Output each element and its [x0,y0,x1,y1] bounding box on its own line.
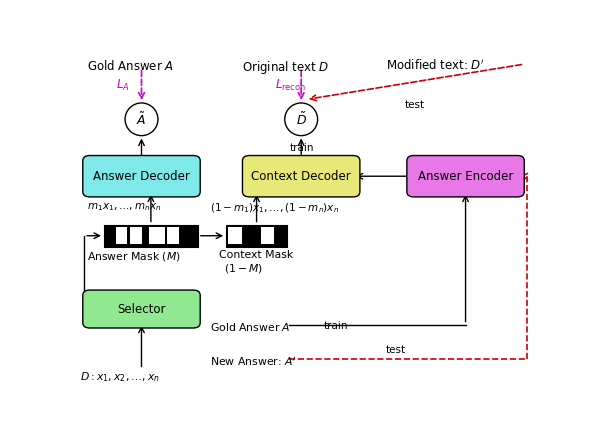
Text: Original text $D$: Original text $D$ [242,59,330,76]
Bar [167,227,179,244]
Text: Gold Answer $A$: Gold Answer $A$ [87,59,175,73]
Bar [148,227,165,244]
Bar [226,224,287,247]
Text: $L_{\mathrm{recon}}$: $L_{\mathrm{recon}}$ [275,78,307,93]
Text: Answer Decoder: Answer Decoder [93,170,190,183]
FancyBboxPatch shape [407,155,524,197]
Text: train: train [324,321,348,331]
Text: $(1 - M)$: $(1 - M)$ [224,263,263,276]
FancyBboxPatch shape [83,290,200,328]
Text: $m_1 x_1, \ldots, m_n x_n$: $m_1 x_1, \ldots, m_n x_n$ [87,202,162,213]
Text: Modified text: $D'$: Modified text: $D'$ [385,59,485,73]
Bar [116,227,127,244]
Text: train: train [290,143,314,154]
Bar [130,227,142,244]
Text: test: test [385,345,406,355]
Text: $D: x_1, x_2, \ldots, x_n$: $D: x_1, x_2, \ldots, x_n$ [81,370,160,384]
Text: Context Mask: Context Mask [219,250,293,260]
Text: Answer Encoder: Answer Encoder [418,170,513,183]
Bar [228,227,242,244]
Text: test: test [404,100,425,110]
Text: New Answer: $A'$: New Answer: $A'$ [210,354,296,367]
Bar [261,227,275,244]
Text: Selector: Selector [117,302,166,315]
Bar [104,224,198,247]
Text: $(1 - m_1)x_1, \ldots, (1-m_n)x_n$: $(1 - m_1)x_1, \ldots, (1-m_n)x_n$ [210,202,339,215]
Text: Answer Mask $(M)$: Answer Mask $(M)$ [87,250,181,263]
FancyBboxPatch shape [83,155,200,197]
FancyBboxPatch shape [242,155,360,197]
Text: $L_A$: $L_A$ [116,78,129,93]
Text: $\tilde{A}$: $\tilde{A}$ [136,111,147,128]
Text: Gold Answer $A$: Gold Answer $A$ [210,321,290,333]
Text: Context Decoder: Context Decoder [251,170,351,183]
Text: $\tilde{D}$: $\tilde{D}$ [296,111,307,128]
